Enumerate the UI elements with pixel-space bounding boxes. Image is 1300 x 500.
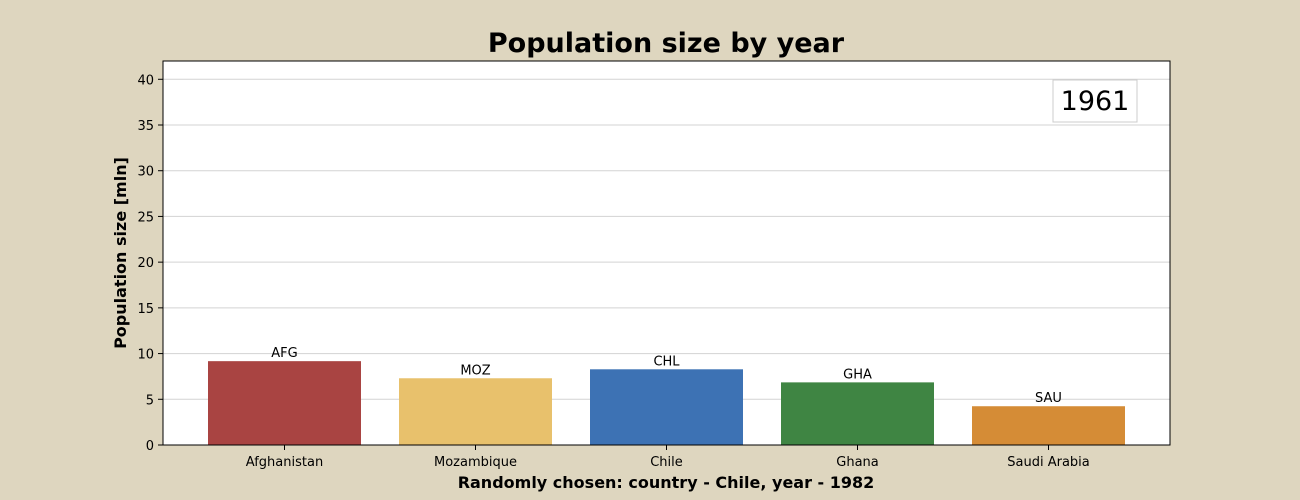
bar-chl xyxy=(590,369,743,445)
year-box-frame xyxy=(1052,79,1138,123)
y-tick-label: 10 xyxy=(137,348,154,363)
bar-gha xyxy=(781,382,934,445)
y-tick-label: 15 xyxy=(137,302,154,317)
bars xyxy=(208,361,1125,445)
y-tick-label: 20 xyxy=(137,256,154,271)
bar-afg xyxy=(208,361,361,445)
bar-label-chl: CHL xyxy=(653,354,680,369)
y-tick-label: 40 xyxy=(137,73,154,88)
x-tick-label: Ghana xyxy=(836,455,879,470)
x-axis-label: Randomly chosen: country - Chile, year -… xyxy=(458,473,875,492)
bar-moz xyxy=(399,378,552,445)
x-tick-label: Mozambique xyxy=(434,455,517,470)
bar-label-afg: AFG xyxy=(271,346,297,361)
y-tick-label: 35 xyxy=(137,119,154,134)
y-tick-label: 5 xyxy=(146,393,154,408)
bar-sau xyxy=(972,406,1125,445)
bar-label-gha: GHA xyxy=(843,367,872,382)
y-axis-ticks: 0 5 10 15 20 25 30 35 40 xyxy=(137,73,163,454)
bar-label-sau: SAU xyxy=(1035,391,1062,406)
bar-labels: AFG MOZ CHL GHA SAU xyxy=(271,346,1062,406)
y-tick-label: 25 xyxy=(137,210,154,225)
y-axis-label: Population size [mln] xyxy=(111,157,130,349)
y-tick-label: 0 xyxy=(146,439,154,454)
y-tick-label: 30 xyxy=(137,165,154,180)
x-tick-label: Afghanistan xyxy=(246,455,323,470)
x-axis-ticks: Afghanistan Mozambique Chile Ghana Saudi Ara… xyxy=(246,445,1090,470)
year-box: 1961 xyxy=(1052,79,1138,123)
year-label: 1961 xyxy=(1061,86,1130,117)
bar-label-moz: MOZ xyxy=(460,363,490,378)
x-tick-label: Saudi Arabia xyxy=(1007,455,1090,470)
x-tick-label: Chile xyxy=(650,455,683,470)
chart-title: Population size by year xyxy=(488,28,845,59)
